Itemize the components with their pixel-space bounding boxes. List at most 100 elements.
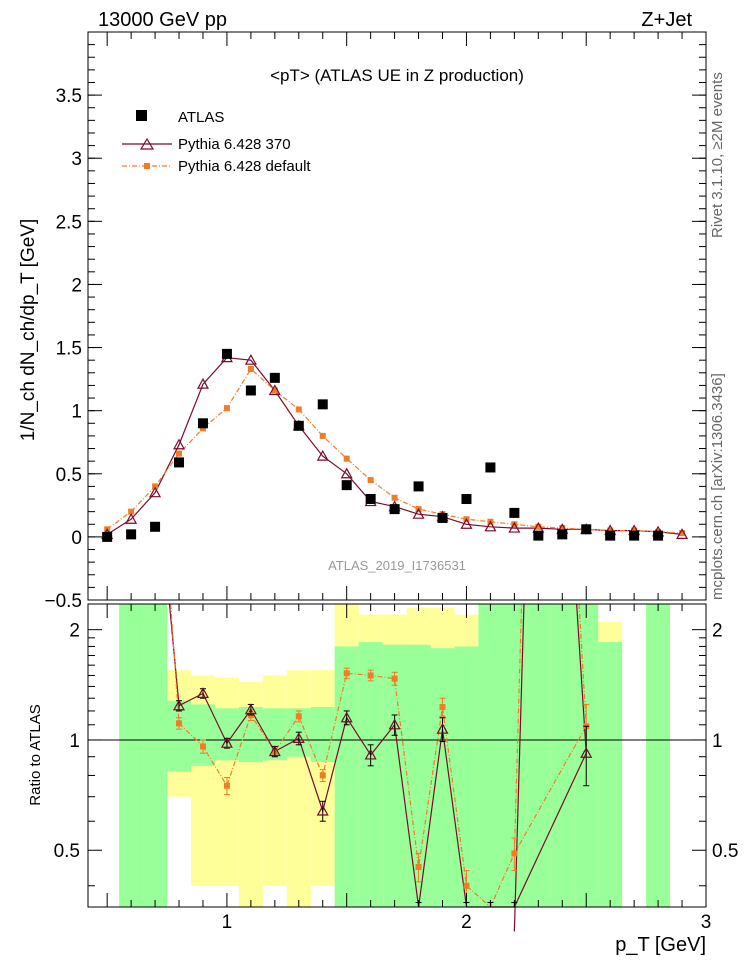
point-p370 [676, 528, 689, 539]
y-tick-label: 1 [71, 402, 82, 423]
ratio-y-tick-label: 1 [69, 731, 80, 752]
x-tick-label: 2 [461, 912, 472, 933]
point-atlas [174, 457, 185, 468]
x-tick-label: 3 [701, 912, 712, 933]
point-pdef [535, 523, 542, 530]
ratio-point-p370 [292, 732, 305, 743]
ratio-band-green [430, 648, 455, 907]
x-tick-label: 1 [222, 912, 233, 933]
point-pdef [152, 483, 159, 490]
point-atlas [485, 462, 496, 473]
point-atlas [437, 512, 448, 523]
ratio-point-pdef [199, 743, 206, 750]
y-tick-label: 0.5 [56, 465, 82, 486]
point-pdef [631, 527, 638, 534]
ratio-point-pdef [343, 670, 350, 677]
main-plot-panel: <pT> (ATLAS UE in Z production) ATLAS_20… [44, 31, 707, 612]
point-atlas [317, 399, 328, 410]
rivet-label: Rivet 3.1.10, ≥2M events [709, 72, 726, 238]
point-pdef [391, 494, 398, 501]
ratio-y-tick-label-right: 1 [712, 731, 723, 752]
ratio-point-p370 [173, 699, 186, 711]
ratio-point-p370 [268, 745, 281, 757]
point-atlas [629, 530, 640, 541]
ratio-point-p370 [220, 736, 233, 748]
ratio-band-green [143, 604, 168, 907]
point-pdef [679, 530, 686, 537]
legend-marker-pdef [144, 163, 150, 169]
ratio-point-p370 [316, 804, 329, 816]
y-axis-label: 1/N_ch dN_ch/dp_T [GeV] [18, 219, 39, 442]
plot-title: <pT> (ATLAS UE in Z production) [270, 66, 524, 85]
y-tick-label: 3 [71, 149, 82, 170]
ratio-band-green [191, 704, 215, 766]
point-p370 [340, 467, 353, 479]
legend: ATLAS Pythia 6.428 370 Pythia 6.428 defa… [122, 109, 311, 175]
ratio-band-green [454, 646, 479, 907]
point-atlas [365, 494, 376, 505]
point-atlas [581, 524, 592, 535]
point-pdef [271, 387, 278, 394]
point-atlas [557, 529, 568, 540]
ratio-point-pdef [463, 882, 470, 889]
point-atlas [126, 529, 137, 540]
point-atlas [653, 530, 664, 541]
point-atlas [605, 530, 616, 541]
header-energy: 13000 GeV pp [98, 9, 227, 31]
main-frame [87, 31, 707, 601]
ratio-point-p370 [388, 718, 401, 730]
legend-label-pdef: Pythia 6.428 default [178, 158, 311, 175]
ratio-point-pdef [415, 864, 422, 871]
ratio-point-p370 [244, 703, 257, 715]
point-pdef [367, 477, 374, 484]
y-tick-label: 3.5 [56, 86, 82, 107]
ratio-band-green [598, 642, 623, 907]
ratio-y-tick-label-right: 2 [712, 621, 723, 642]
point-p370 [460, 518, 473, 529]
y-tick-label: 2 [71, 275, 82, 296]
ratio-band-green [262, 708, 287, 761]
y-tick-label: 1.5 [56, 339, 82, 360]
point-p370 [316, 449, 329, 461]
ratio-point-pdef [511, 850, 518, 857]
ratio-y-tick-label-right: 0.5 [712, 841, 738, 862]
ratio-line-pdef [178, 672, 587, 908]
ratio-point-pdef [176, 720, 183, 727]
ratio-point-p370 [340, 711, 353, 723]
y-tick-label: 2.5 [56, 212, 82, 233]
point-atlas [245, 385, 256, 396]
watermark-label: ATLAS_2019_I1736531 [328, 558, 466, 573]
point-atlas [102, 531, 113, 542]
x-axis-label: p_T [GeV] [615, 934, 706, 956]
ratio-point-pdef [295, 713, 302, 720]
ratio-y-tick-label: 2 [69, 621, 80, 642]
point-pdef [128, 508, 135, 515]
ratio-band-green [502, 604, 527, 907]
point-p370 [268, 384, 281, 396]
point-p370 [412, 507, 425, 519]
legend-marker-atlas [136, 110, 147, 121]
ratio-band-green [382, 644, 407, 907]
point-pdef [319, 432, 326, 439]
point-pdef [343, 455, 350, 462]
point-p370 [484, 520, 497, 532]
point-pdef [607, 527, 614, 534]
point-atlas [197, 418, 208, 429]
ratio-point-pdef [367, 672, 374, 679]
ratio-band-green [167, 700, 191, 772]
legend-label-atlas: ATLAS [178, 109, 224, 126]
ratio-point-pdef [391, 675, 398, 682]
ratio-band-green [358, 642, 383, 907]
ratio-point-p370 [580, 746, 593, 758]
point-atlas [269, 372, 280, 383]
ratio-point-p370 [364, 748, 377, 760]
ratio-y-tick-label: 0.5 [54, 841, 80, 862]
point-atlas [293, 420, 304, 431]
legend-marker-p370 [139, 137, 155, 150]
point-p370 [149, 486, 162, 498]
y-tick-label: 0 [71, 528, 82, 549]
point-atlas [341, 480, 352, 491]
ratio-band-green [334, 646, 359, 907]
point-pdef [559, 525, 566, 532]
ratio-band-green [526, 604, 551, 907]
